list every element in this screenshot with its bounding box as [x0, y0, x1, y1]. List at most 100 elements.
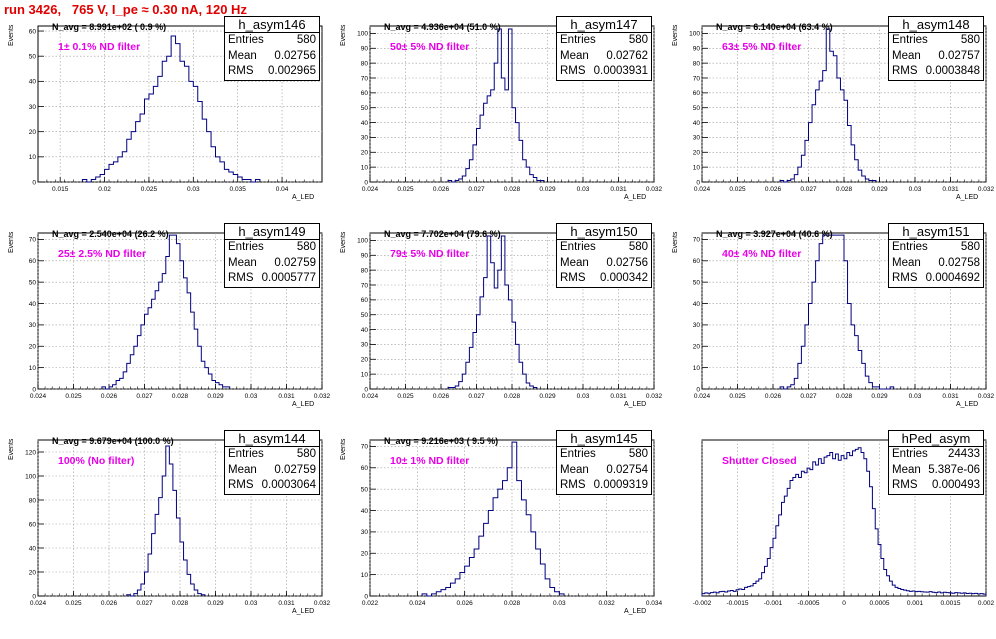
n-avg-label: N_avg = 9.216e+03 ( 9.5 %) — [384, 436, 499, 446]
x-tick-label: 0.03 — [577, 186, 590, 193]
y-tick-label: 50 — [693, 279, 701, 286]
x-tick-label: 0.025 — [65, 393, 82, 400]
y-tick-label: 120 — [25, 449, 36, 456]
stats-value-entries: 580 — [296, 241, 316, 253]
x-tick-label: 0.03 — [245, 600, 258, 607]
y-tick-label: 40 — [693, 120, 701, 127]
stats-value-rms: 0.0003848 — [925, 65, 980, 77]
x-tick-label: 0.024 — [694, 393, 711, 400]
stats-value-mean: 0.02762 — [606, 49, 648, 62]
stats-value-entries: 580 — [296, 34, 316, 46]
y-tick-label: 10 — [361, 572, 369, 579]
x-tick-label: 0.028 — [172, 393, 189, 400]
n-avg-label: N_avg = 2.540e+04 (26.2 %) — [52, 229, 169, 239]
filter-label: 25± 2.5% ND filter — [58, 248, 147, 260]
stats-label-mean: Mean — [892, 463, 921, 476]
histogram-panel: 0.024 0.025 0.026 0.027 0.028 0.029 0.03 0.031 0… — [664, 223, 995, 432]
y-tick-label: 60 — [361, 297, 369, 304]
y-tick-label: 70 — [361, 444, 369, 451]
x-tick-label: 0.002 — [978, 600, 995, 607]
x-tick-label: 0.001 — [907, 600, 924, 607]
x-tick-label: 0.031 — [942, 393, 959, 400]
y-tick-label: 60 — [693, 258, 701, 265]
stats-label-entries: Entries — [892, 34, 928, 46]
stats-box: hPed_asym Entries 24433 Mean 5.387e-06 RMS 0.0… — [888, 430, 984, 495]
y-tick-label: 10 — [361, 164, 369, 171]
x-tick-label: 0.031 — [610, 393, 627, 400]
stats-value-rms: 0.000493 — [932, 479, 980, 491]
x-tick-label: 0.03 — [245, 393, 258, 400]
histogram-name: h_asym146 — [225, 17, 319, 33]
stats-row-rms: RMS 0.0003931 — [557, 64, 651, 80]
x-tick-label: 0.026 — [433, 393, 450, 400]
histogram-line — [447, 235, 538, 389]
stats-value-entries: 580 — [628, 241, 648, 253]
x-tick-label: 0.027 — [800, 393, 817, 400]
stats-row-entries: Entries 580 — [557, 240, 651, 256]
stats-box: h_asym144 Entries 580 Mean 0.02759 RMS 0.00030… — [224, 430, 320, 495]
y-tick-label: 70 — [361, 75, 369, 82]
stats-box: h_asym151 Entries 580 Mean 0.02758 RMS 0.00046… — [888, 223, 984, 288]
stats-label-rms: RMS — [560, 65, 586, 77]
stats-value-mean: 0.02756 — [606, 256, 648, 269]
stats-row-entries: Entries 580 — [225, 240, 319, 256]
n-avg-label: N_avg = 8.991e+02 ( 0.9 %) — [52, 22, 167, 32]
y-tick-label: 80 — [361, 267, 369, 274]
histogram-line — [101, 234, 231, 390]
y-tick-label: 20 — [29, 344, 37, 351]
stats-row-mean: Mean 0.02756 — [557, 256, 651, 272]
y-axis-label: Events — [340, 231, 347, 253]
stats-box: h_asym145 Entries 580 Mean 0.02754 RMS 0.00093… — [556, 430, 652, 495]
stats-value-rms: 0.000342 — [600, 272, 648, 284]
x-tick-label: 0.025 — [65, 600, 82, 607]
x-tick-label: 0.029 — [207, 393, 224, 400]
histogram-panel: -0.002 -0.0015 -0.001 -0.0005 0 0.0005 0.001 0.… — [664, 430, 995, 639]
y-tick-label: 20 — [361, 150, 369, 157]
x-tick-label: 0.024 — [409, 600, 426, 607]
filter-label: 40± 4% ND filter — [722, 248, 802, 260]
stats-label-rms: RMS — [228, 272, 254, 284]
stats-value-rms: 0.002965 — [268, 65, 316, 77]
x-axis-label: A_LED — [292, 401, 315, 408]
x-tick-label: 0.025 — [729, 186, 746, 193]
x-tick-label: 0.032 — [599, 600, 616, 607]
stats-value-mean: 0.02757 — [938, 49, 980, 62]
stats-label-mean: Mean — [560, 256, 589, 269]
y-tick-label: 10 — [361, 371, 369, 378]
stats-value-rms: 0.0009319 — [593, 479, 648, 491]
stats-label-entries: Entries — [560, 34, 596, 46]
x-tick-label: 0.0015 — [941, 600, 961, 607]
y-tick-label: 70 — [361, 282, 369, 289]
y-tick-label: 90 — [693, 46, 701, 53]
stats-value-entries: 580 — [628, 448, 648, 460]
y-axis-label: Events — [8, 231, 15, 253]
y-tick-label: 40 — [29, 79, 37, 86]
stats-label-rms: RMS — [228, 479, 254, 491]
x-tick-label: 0.024 — [694, 186, 711, 193]
y-tick-label: 0 — [364, 179, 368, 186]
filter-label: 50± 5% ND filter — [390, 41, 470, 53]
x-tick-label: 0.032 — [978, 186, 995, 193]
x-tick-label: 0.028 — [836, 186, 853, 193]
x-tick-label: 0.026 — [457, 600, 474, 607]
stats-row-rms: RMS 0.002965 — [225, 64, 319, 80]
y-tick-label: 0 — [696, 386, 700, 393]
histogram-name: h_asym149 — [225, 224, 319, 240]
x-tick-label: 0.032 — [314, 600, 331, 607]
x-tick-label: 0.015 — [52, 186, 69, 193]
y-tick-label: 0 — [32, 593, 36, 600]
x-tick-label: 0.03 — [553, 600, 566, 607]
stats-value-mean: 0.02756 — [274, 49, 316, 62]
y-tick-label: 40 — [29, 545, 37, 552]
filter-label: 63± 5% ND filter — [722, 41, 802, 53]
y-tick-label: 20 — [361, 357, 369, 364]
stats-row-rms: RMS 0.0003848 — [889, 64, 983, 80]
y-tick-label: 30 — [361, 529, 369, 536]
x-tick-label: 0.024 — [30, 600, 47, 607]
y-tick-label: 30 — [29, 322, 37, 329]
histogram-name: hPed_asym — [889, 431, 983, 447]
stats-row-rms: RMS 0.0003064 — [225, 478, 319, 494]
stats-label-entries: Entries — [892, 448, 928, 460]
histogram-panel: 0.024 0.025 0.026 0.027 0.028 0.029 0.03 0.031 0… — [332, 16, 663, 225]
x-tick-label: 0.0005 — [870, 600, 890, 607]
